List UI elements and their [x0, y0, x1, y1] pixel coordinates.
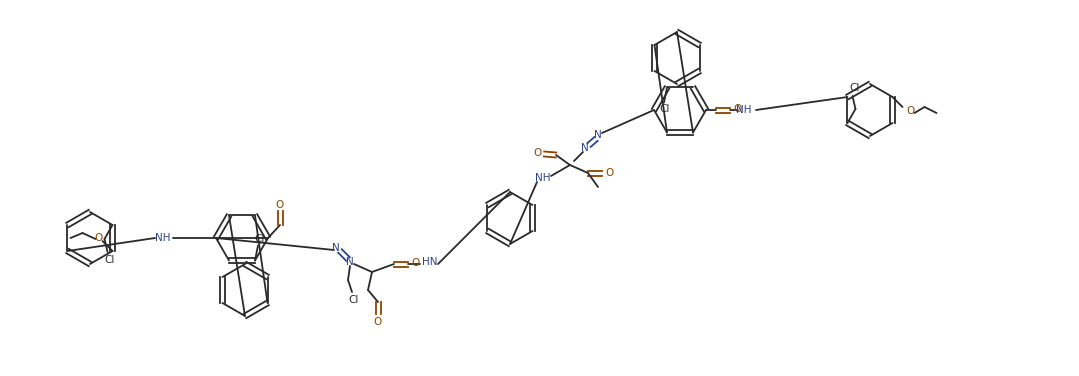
Text: N: N	[346, 257, 354, 267]
Text: Cl: Cl	[349, 295, 359, 305]
Text: O: O	[734, 104, 742, 114]
Text: O: O	[906, 106, 915, 116]
Text: O: O	[374, 317, 382, 327]
Text: Cl: Cl	[255, 233, 265, 244]
Text: O: O	[412, 258, 420, 268]
Text: N: N	[595, 130, 602, 140]
Text: HN: HN	[422, 257, 438, 267]
Text: O: O	[533, 148, 542, 158]
Text: NH: NH	[155, 233, 170, 243]
Text: O: O	[605, 168, 613, 178]
Text: O: O	[276, 200, 284, 210]
Text: NH: NH	[535, 173, 550, 183]
Text: Cl: Cl	[105, 255, 114, 265]
Text: Cl: Cl	[849, 83, 860, 93]
Text: N: N	[332, 243, 340, 253]
Text: N: N	[582, 143, 589, 153]
Text: Cl: Cl	[660, 105, 670, 114]
Text: O: O	[94, 233, 103, 243]
Text: NH: NH	[736, 105, 752, 115]
